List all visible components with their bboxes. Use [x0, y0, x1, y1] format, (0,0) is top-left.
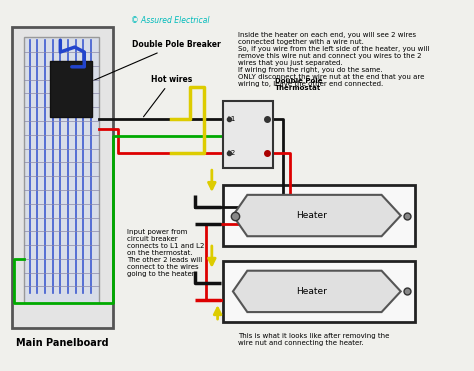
FancyBboxPatch shape — [50, 61, 92, 117]
Text: Heater: Heater — [296, 287, 327, 296]
Text: L1: L1 — [227, 116, 236, 122]
FancyBboxPatch shape — [223, 261, 415, 322]
Text: Inside the heater on each end, you will see 2 wires
connected together with a wi: Inside the heater on each end, you will … — [238, 32, 429, 87]
Text: Main Panelboard: Main Panelboard — [16, 338, 109, 348]
Text: Double Pole Breaker: Double Pole Breaker — [93, 40, 221, 81]
Text: Input power from
circuit breaker
connects to L1 and L2
on the thermostat.
The ot: Input power from circuit breaker connect… — [128, 229, 205, 278]
FancyBboxPatch shape — [12, 27, 113, 328]
Polygon shape — [233, 195, 401, 236]
FancyBboxPatch shape — [223, 185, 415, 246]
Text: Hot wires: Hot wires — [144, 75, 192, 117]
Text: Double Pole
Thermostat: Double Pole Thermostat — [275, 78, 323, 91]
Text: © Assured Electrical: © Assured Electrical — [131, 16, 210, 25]
Polygon shape — [233, 271, 401, 312]
Text: Heater: Heater — [296, 211, 327, 220]
Text: This is what it looks like after removing the
wire nut and connecting the heater: This is what it looks like after removin… — [238, 333, 389, 346]
FancyBboxPatch shape — [223, 101, 273, 168]
FancyBboxPatch shape — [24, 37, 99, 303]
Text: L2: L2 — [227, 150, 236, 155]
